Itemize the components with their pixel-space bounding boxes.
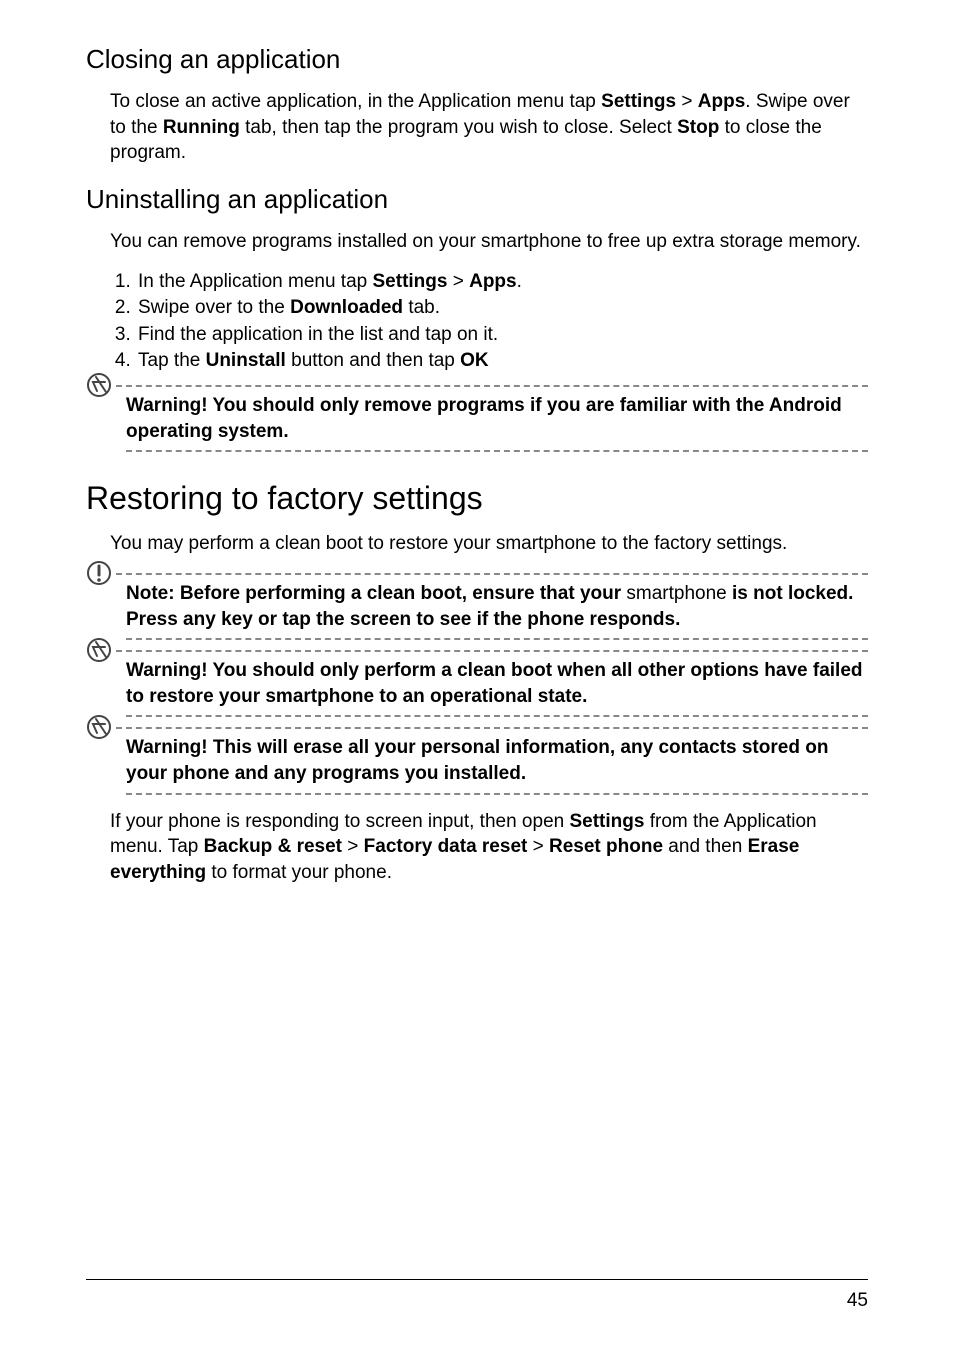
text: button and then tap [286, 350, 460, 371]
bold: Backup & reset [204, 836, 342, 857]
warning-block-restore-1: Warning! You should only perform a clean… [86, 650, 868, 717]
text: If your phone is responding to screen in… [110, 811, 569, 832]
list-item: In the Application menu tap Settings > A… [136, 269, 868, 296]
bold: Running [163, 117, 240, 138]
text: Note: Before performing a clean boot, en… [126, 583, 626, 604]
dash-line [126, 793, 868, 795]
text: and then [663, 836, 748, 857]
text: > [447, 271, 469, 292]
warning-icon [86, 714, 112, 740]
list-item: Find the application in the list and tap… [136, 322, 868, 349]
bold: Stop [677, 117, 719, 138]
body-closing: To close an active application, in the A… [86, 89, 868, 166]
warning-text: Warning! You should only remove programs… [126, 387, 868, 450]
page-root: Closing an application To close an activ… [0, 0, 954, 1352]
note-text: Note: Before performing a clean boot, en… [126, 575, 868, 638]
bold: Apps [469, 271, 517, 292]
warning-text: Warning! This will erase all your person… [126, 729, 868, 792]
heading-uninstall: Uninstalling an application [86, 184, 868, 215]
unbold: smartphone [626, 583, 726, 604]
bold: Downloaded [290, 297, 403, 318]
page-number: 45 [847, 1290, 868, 1312]
body-after-notes: If your phone is responding to screen in… [86, 809, 868, 886]
text: Swipe over to the [138, 297, 290, 318]
text: tab, then tap the program you wish to cl… [240, 117, 677, 138]
body-restore: You may perform a clean boot to restore … [86, 531, 868, 557]
bold: Apps [698, 91, 746, 112]
bold: Settings [373, 271, 448, 292]
bold: Uninstall [206, 350, 286, 371]
text: > [342, 836, 364, 857]
text: To close an active application, in the A… [110, 91, 601, 112]
warning-block-restore-2: Warning! This will erase all your person… [86, 727, 868, 794]
footer-divider [86, 1279, 868, 1280]
text: tab. [403, 297, 440, 318]
text: In the Application menu tap [138, 271, 373, 292]
dash-line [126, 450, 868, 452]
warning-block-uninstall: Warning! You should only remove programs… [86, 385, 868, 452]
warning-icon [86, 372, 112, 398]
bold: Settings [601, 91, 676, 112]
heading-closing: Closing an application [86, 44, 868, 75]
list-item: Swipe over to the Downloaded tab. [136, 295, 868, 322]
warning-text: Warning! You should only perform a clean… [126, 652, 868, 715]
bold: Factory data reset [364, 836, 528, 857]
warning-icon [86, 637, 112, 663]
note-block-restore: Note: Before performing a clean boot, en… [86, 573, 868, 640]
heading-restore: Restoring to factory settings [86, 480, 868, 517]
list-item: Tap the Uninstall button and then tap OK [136, 348, 868, 375]
info-icon [86, 560, 112, 586]
text: Tap the [138, 350, 206, 371]
bold: Reset phone [549, 836, 663, 857]
dash-line [126, 715, 868, 717]
text: > [676, 91, 698, 112]
text: . [517, 271, 522, 292]
text: > [527, 836, 549, 857]
body-uninstall: You can remove programs installed on you… [86, 229, 868, 255]
dash-line [126, 638, 868, 640]
bold: Settings [569, 811, 644, 832]
uninstall-steps-list: In the Application menu tap Settings > A… [86, 269, 868, 375]
bold: OK [460, 350, 489, 371]
text: to format your phone. [206, 862, 392, 883]
